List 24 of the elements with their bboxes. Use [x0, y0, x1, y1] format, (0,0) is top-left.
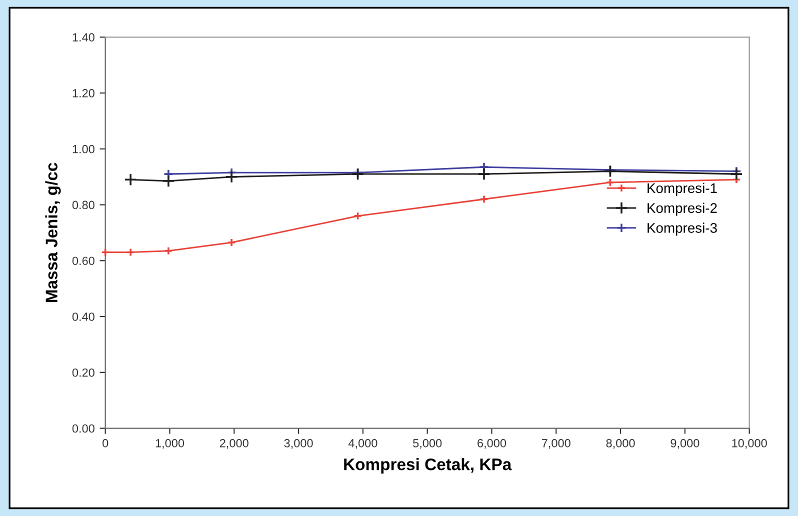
- x-tick-label: 1,000: [156, 439, 184, 449]
- x-tick-label: 8,000: [606, 439, 635, 449]
- x-tick-label: 2,000: [220, 439, 248, 449]
- legend-label: Kompresi-3: [648, 222, 717, 236]
- x-axis-title: Kompresi Cetak, KPa: [344, 458, 512, 474]
- y-axis-title: Massa Jenis, g/cc: [45, 162, 61, 302]
- y-tick-label: 0.00: [72, 424, 94, 433]
- x-tick-label: 4,000: [348, 439, 378, 449]
- y-tick-label: 0.80: [72, 200, 94, 210]
- x-tick-label: 6,000: [478, 439, 506, 449]
- y-tick-label: 1.40: [72, 33, 94, 42]
- x-tick-label: 3,000: [284, 439, 313, 449]
- x-tick-label: 0: [102, 439, 108, 448]
- y-tick-label: 0.60: [72, 256, 94, 266]
- x-tick-label: 5,000: [413, 439, 442, 449]
- y-tick-label: 0.40: [72, 312, 94, 321]
- y-tick-label: 1.20: [72, 89, 94, 98]
- x-tick-label: 9,000: [670, 439, 700, 449]
- y-tick-label: 0.20: [72, 368, 94, 377]
- y-tick-label: 1.00: [72, 144, 94, 154]
- legend-label: Kompresi-1: [648, 182, 717, 196]
- legend-label: Kompresi-2: [648, 202, 717, 216]
- x-tick-label: 7,000: [542, 439, 570, 449]
- x-tick-label: 10,000: [732, 439, 767, 449]
